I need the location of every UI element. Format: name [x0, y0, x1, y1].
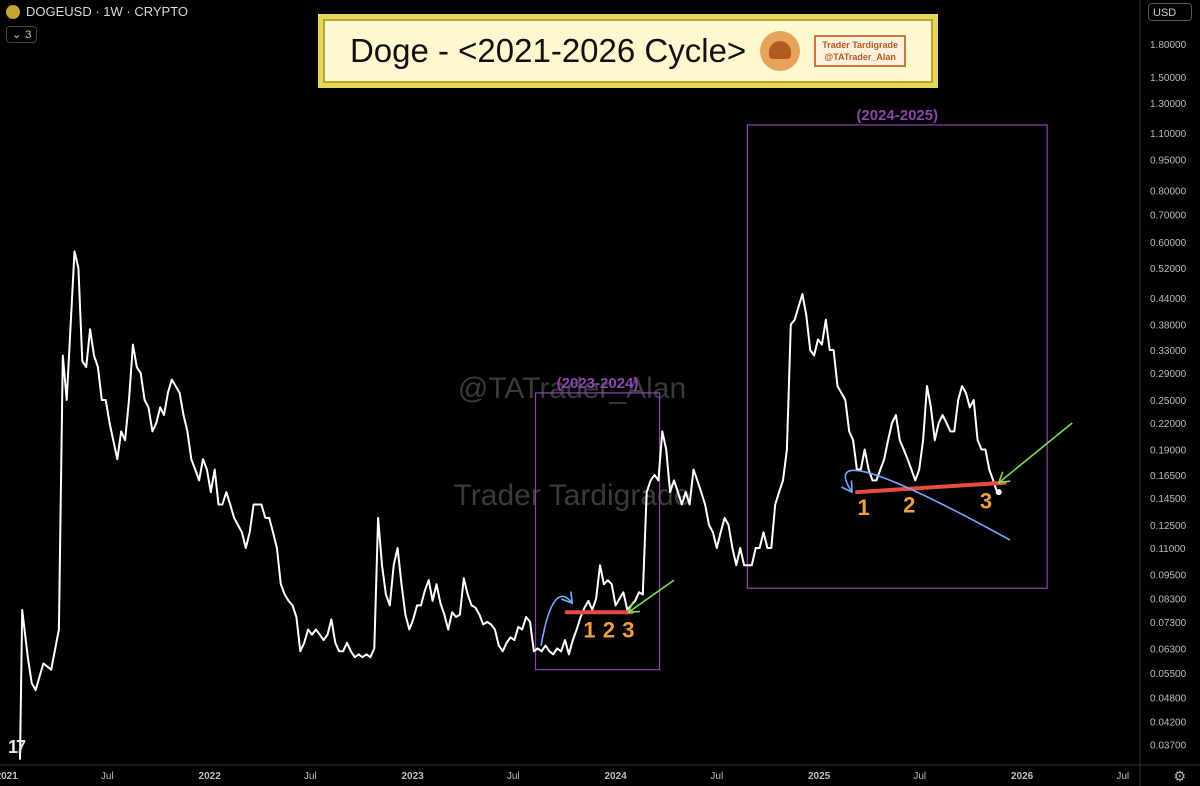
touch-count-label: 1	[857, 495, 869, 520]
touch-count-label: 3	[622, 617, 634, 642]
x-tick-label: Jul	[304, 771, 317, 782]
x-tick-label: Jul	[1116, 771, 1129, 782]
cycle-box-label: (2023-2024)	[557, 375, 639, 392]
y-tick-label: 0.14500	[1150, 494, 1187, 505]
y-tick-label: 0.11000	[1150, 544, 1186, 555]
brand-badge: Trader Tardigrade @TATrader_Alan	[814, 35, 907, 67]
y-tick-label: 0.04200	[1150, 718, 1187, 729]
interval-badge-label: 3	[25, 28, 32, 41]
doge-coin-icon	[6, 4, 20, 19]
y-tick-label: 0.09500	[1150, 570, 1187, 581]
support-line	[854, 480, 1007, 495]
y-tick-label: 0.05500	[1150, 669, 1187, 680]
tradingview-logo-icon[interactable]: 17	[8, 737, 26, 757]
y-tick-label: 1.30000	[1150, 99, 1187, 110]
green-arrow	[627, 579, 675, 613]
brand-name: Trader Tardigrade	[822, 40, 899, 50]
last-price-dot	[995, 489, 1002, 496]
y-tick-label: 0.16500	[1150, 471, 1187, 482]
y-tick-label: 0.38000	[1150, 321, 1187, 332]
y-tick-label: 1.50000	[1150, 73, 1187, 84]
x-tick-label: 2025	[808, 771, 831, 782]
currency-button[interactable]: USD	[1148, 3, 1192, 21]
blue-arrow	[540, 595, 573, 646]
chart-title: Doge - <2021-2026 Cycle>	[349, 32, 747, 69]
x-tick-label: Jul	[913, 771, 926, 782]
symbol-header[interactable]: DOGEUSD · 1W · CRYPTO	[6, 4, 188, 19]
cycle-box	[534, 392, 661, 671]
y-tick-label: 0.12500	[1150, 521, 1187, 532]
x-tick-label: 2023	[401, 771, 424, 782]
x-tick-label: 2021	[0, 771, 18, 782]
price-line	[19, 250, 999, 760]
touch-count-label: 2	[903, 492, 915, 517]
green-arrowhead	[997, 471, 1011, 484]
touch-count-label: 1	[583, 617, 595, 642]
x-tick-label: Jul	[101, 771, 114, 782]
touch-count-label: 3	[980, 488, 992, 513]
x-axis: 2021 Jul 2022 Jul 2023 Jul 2024 Jul 2025 Jul 2026 J…	[0, 771, 1129, 782]
y-tick-label: 0.07300	[1150, 618, 1187, 629]
y-tick-label: 0.70000	[1150, 210, 1187, 221]
y-tick-label: 0.06300	[1150, 644, 1187, 655]
y-tick-label: 0.03700	[1150, 740, 1187, 751]
y-tick-label: 0.08300	[1150, 595, 1187, 606]
watermark-brand: Trader Tardigrade	[454, 479, 691, 512]
watermark-handle: @TATrader_Alan	[458, 372, 686, 405]
cycle-box-label: (2024-2025)	[856, 107, 938, 124]
gear-icon[interactable]: ⚙	[1173, 768, 1186, 784]
title-banner: Doge - <2021-2026 Cycle> Trader Tardigra…	[318, 14, 938, 88]
y-tick-label: 0.33000	[1150, 346, 1187, 357]
blue-arrow	[844, 469, 1011, 541]
touch-count-label: 2	[603, 617, 615, 642]
chevron-down-icon: ⌄	[12, 29, 22, 41]
cycle-box	[746, 124, 1048, 589]
tardigrade-logo-icon	[760, 31, 801, 71]
brand-handle: @TATrader_Alan	[824, 52, 896, 62]
y-tick-label: 1.80000	[1150, 40, 1187, 51]
y-tick-label: 0.19000	[1150, 445, 1187, 456]
x-tick-label: Jul	[710, 771, 723, 782]
y-tick-label: 0.44000	[1150, 294, 1187, 305]
green-arrow	[998, 422, 1073, 484]
y-tick-label: 0.22000	[1150, 419, 1187, 430]
x-tick-label: 2022	[199, 771, 222, 782]
x-tick-label: 2024	[604, 771, 627, 782]
blue-arrowhead	[841, 480, 853, 494]
y-tick-label: 0.04800	[1150, 693, 1187, 704]
y-tick-label: 0.25000	[1150, 396, 1187, 407]
y-tick-label: 0.95000	[1150, 155, 1187, 166]
currency-label: USD	[1153, 7, 1177, 19]
x-tick-label: 2026	[1011, 771, 1034, 782]
green-arrowhead	[627, 601, 641, 614]
y-axis: 1.80000 1.50000 1.30000 1.10000 0.95000 0.800…	[1150, 40, 1187, 751]
x-tick-label: Jul	[507, 771, 520, 782]
y-tick-label: 0.60000	[1150, 238, 1187, 249]
y-tick-label: 1.10000	[1150, 129, 1187, 140]
y-tick-label: 0.80000	[1150, 186, 1187, 197]
y-tick-label: 0.52000	[1150, 264, 1187, 275]
symbol-label: DOGEUSD · 1W · CRYPTO	[26, 4, 189, 19]
blue-arrowhead	[561, 591, 574, 605]
y-tick-label: 0.29000	[1150, 369, 1187, 380]
interval-badge[interactable]: ⌄ 3	[6, 26, 38, 43]
